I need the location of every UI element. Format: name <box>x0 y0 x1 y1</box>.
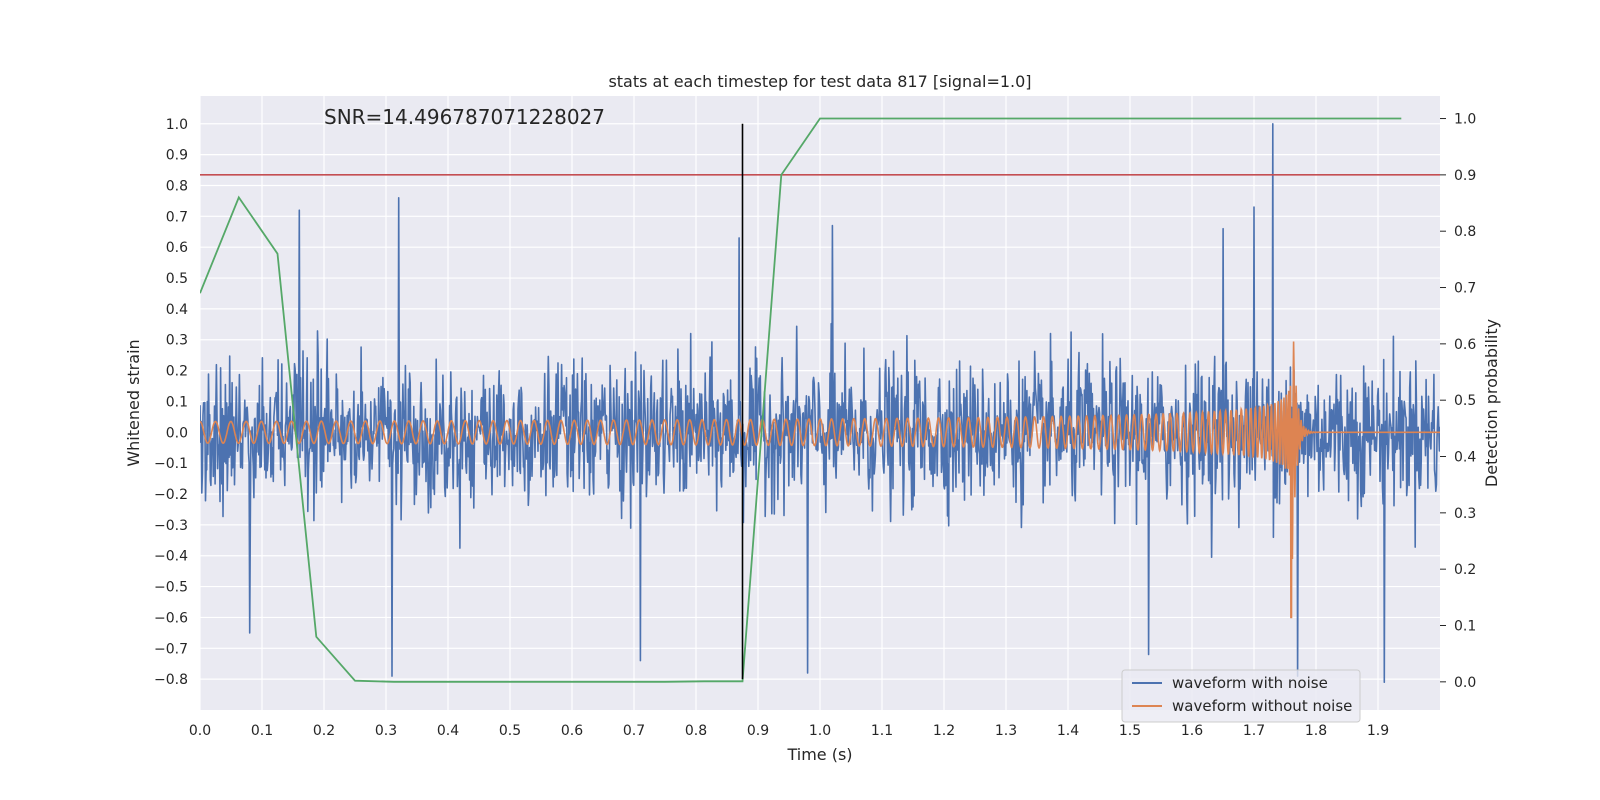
y-right-tick-label: 0.2 <box>1454 562 1476 578</box>
x-tick-label: 0.0 <box>189 723 211 739</box>
x-tick-label: 0.5 <box>499 723 521 739</box>
plot-area <box>200 117 1440 684</box>
y-left-tick-label: −0.7 <box>154 641 188 657</box>
y-left-tick-label: −0.1 <box>154 456 188 472</box>
y-right-tick-label: 0.5 <box>1454 393 1476 409</box>
y-right-tick-label: 0.4 <box>1454 450 1476 466</box>
y-right-tick-label: 0.1 <box>1454 619 1476 635</box>
y-right-axis-label: Detection probability <box>1482 319 1501 487</box>
y-left-tick-label: 0.0 <box>166 425 188 441</box>
y-right-axis-ticks: 1.0 0.9 0.8 0.7 0.6 0.5 0.4 0.3 0.2 0.1 0.0 <box>1440 112 1476 691</box>
y-right-tick-label: 0.8 <box>1454 224 1476 240</box>
x-tick-label: 0.1 <box>251 723 273 739</box>
x-tick-label: 1.4 <box>1057 723 1079 739</box>
y-right-tick-label: 0.9 <box>1454 168 1476 184</box>
x-tick-label: 1.2 <box>933 723 955 739</box>
legend: waveform with noise waveform without noi… <box>1121 669 1361 723</box>
x-tick-label: 0.2 <box>313 723 335 739</box>
y-left-tick-label: −0.4 <box>154 549 188 565</box>
y-left-axis-label: Whitened strain <box>124 339 143 466</box>
series-detection-probability <box>200 117 1402 683</box>
x-tick-label: 0.4 <box>437 723 459 739</box>
series-waveform-without-noise <box>200 341 1440 619</box>
y-left-tick-label: 1.0 <box>166 117 188 133</box>
legend-box <box>1121 669 1361 723</box>
x-tick-label: 1.1 <box>871 723 893 739</box>
y-right-tick-label: 0.6 <box>1454 337 1476 353</box>
y-left-tick-label: 0.3 <box>166 333 188 349</box>
y-left-tick-label: 0.6 <box>166 240 188 256</box>
x-tick-label: 1.0 <box>809 723 831 739</box>
x-tick-label: 0.9 <box>747 723 769 739</box>
y-right-tick-label: 0.3 <box>1454 506 1476 522</box>
snr-annotation: SNR=14.496787071228027 <box>324 105 605 129</box>
y-left-tick-label: −0.8 <box>154 672 188 688</box>
y-right-tick-label: 0.0 <box>1454 675 1476 691</box>
x-axis-ticks: 0.0 0.1 0.2 0.3 0.4 0.5 0.6 0.7 0.8 0.9 1.0 1.1 1.2 1… <box>189 723 1389 739</box>
y-left-tick-label: 0.5 <box>166 271 188 287</box>
y-left-tick-label: 0.9 <box>166 148 188 164</box>
x-tick-label: 1.9 <box>1367 723 1389 739</box>
y-right-tick-label: 1.0 <box>1454 112 1476 128</box>
y-left-axis-ticks: 1.0 0.9 0.8 0.7 0.6 0.5 0.4 0.3 0.2 0.1 0.0 −0.1 −0.… <box>154 117 188 688</box>
y-left-tick-label: 0.7 <box>166 209 188 225</box>
x-tick-label: 0.8 <box>685 723 707 739</box>
x-tick-label: 0.3 <box>375 723 397 739</box>
y-left-tick-label: −0.5 <box>154 580 188 596</box>
x-tick-label: 1.8 <box>1305 723 1327 739</box>
legend-label-noisy: waveform with noise <box>1172 674 1328 692</box>
legend-label-clean: waveform without noise <box>1172 697 1352 715</box>
y-left-tick-label: −0.2 <box>154 487 188 503</box>
x-tick-label: 0.6 <box>561 723 583 739</box>
x-tick-label: 1.6 <box>1181 723 1203 739</box>
x-tick-label: 1.3 <box>995 723 1017 739</box>
y-left-tick-label: 0.2 <box>166 364 188 380</box>
x-tick-label: 1.7 <box>1243 723 1265 739</box>
x-tick-label: 0.7 <box>623 723 645 739</box>
y-left-tick-label: −0.3 <box>154 518 188 534</box>
series-waveform-with-noise <box>200 123 1440 684</box>
x-axis-label: Time (s) <box>786 745 852 764</box>
y-left-tick-label: 0.8 <box>166 178 188 194</box>
y-left-tick-label: 0.1 <box>166 394 188 410</box>
chart-title: stats at each timestep for test data 817… <box>608 72 1031 91</box>
x-tick-label: 1.5 <box>1119 723 1141 739</box>
y-left-tick-label: −0.6 <box>154 610 188 626</box>
y-right-tick-label: 0.7 <box>1454 281 1476 297</box>
y-left-tick-label: 0.4 <box>166 302 188 318</box>
